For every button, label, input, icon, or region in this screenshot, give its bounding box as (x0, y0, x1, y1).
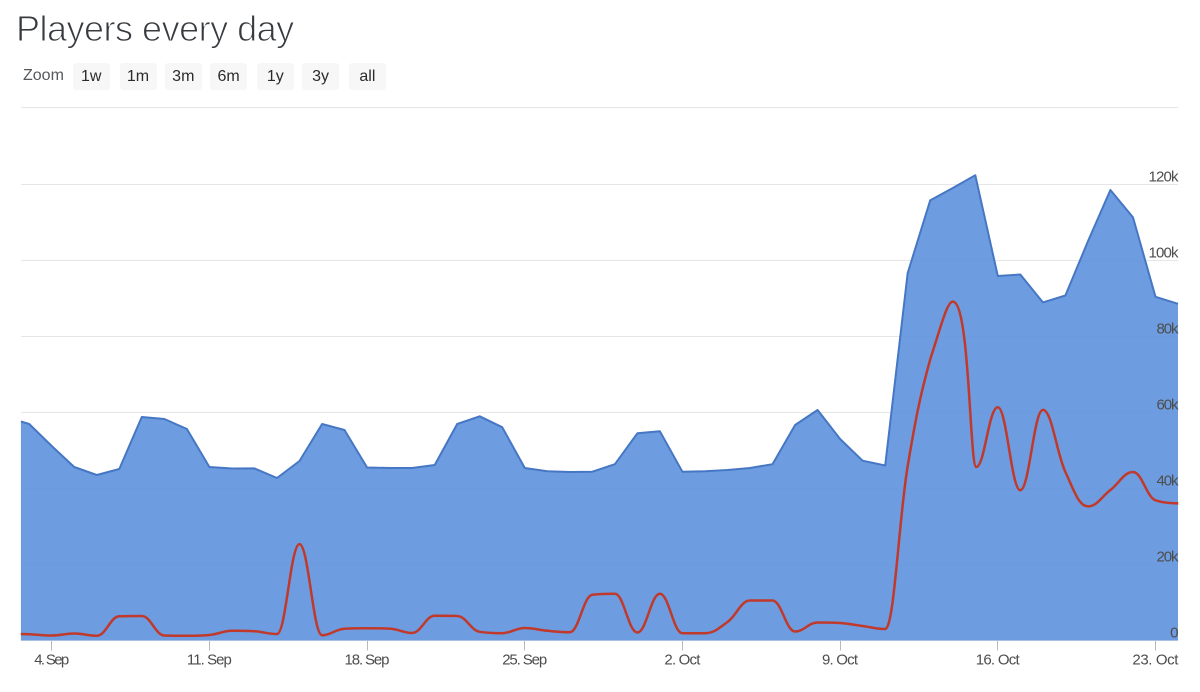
svg-text:18. Sep: 18. Sep (345, 652, 390, 669)
svg-text:9. Oct: 9. Oct (822, 652, 859, 669)
svg-text:4. Sep: 4. Sep (34, 652, 69, 669)
svg-text:60k: 60k (1157, 397, 1180, 414)
svg-text:20k: 20k (1157, 549, 1180, 566)
svg-text:100k: 100k (1149, 245, 1180, 262)
svg-text:16. Oct: 16. Oct (976, 652, 1021, 669)
svg-text:80k: 80k (1157, 321, 1180, 338)
svg-text:11. Sep: 11. Sep (187, 652, 232, 669)
svg-text:23. Oct: 23. Oct (1132, 652, 1179, 669)
svg-text:0: 0 (1170, 625, 1178, 642)
svg-text:25. Sep: 25. Sep (502, 652, 547, 669)
svg-text:120k: 120k (1149, 169, 1180, 186)
svg-text:40k: 40k (1157, 473, 1180, 490)
svg-text:2. Oct: 2. Oct (664, 652, 701, 669)
